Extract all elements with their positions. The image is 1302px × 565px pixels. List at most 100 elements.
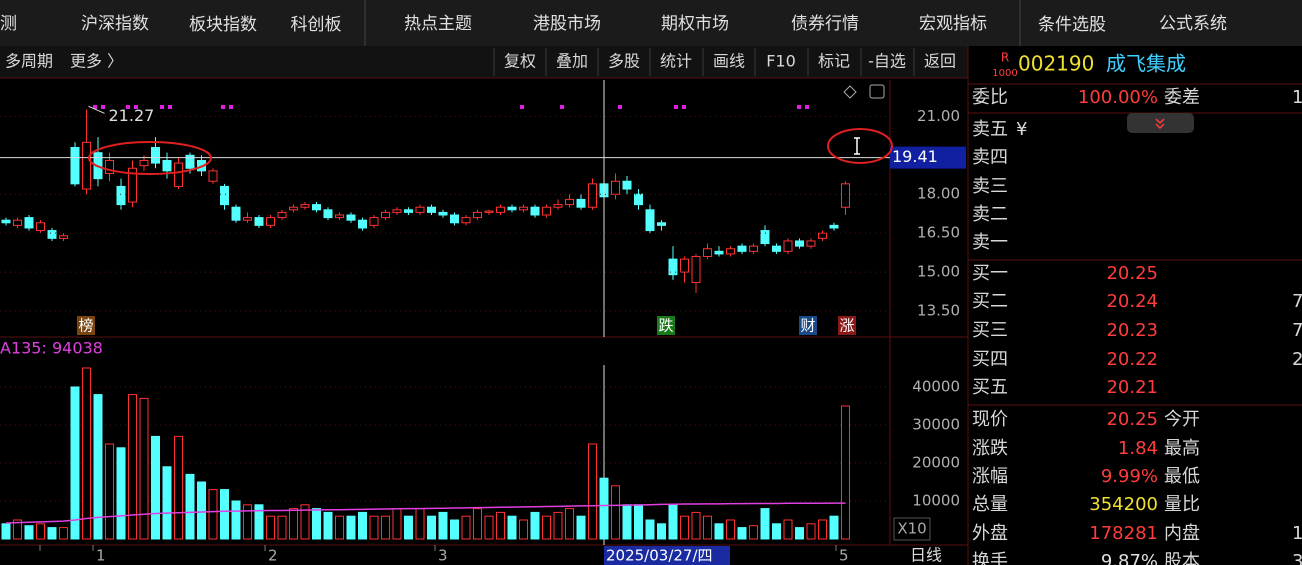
- row-label: 涨跌: [972, 438, 1008, 459]
- more-button[interactable]: 更多 〉: [70, 52, 123, 71]
- menu-item[interactable]: 债券行情: [791, 14, 859, 34]
- row-value: 20.25: [1106, 263, 1158, 284]
- row-value: 20.24: [1106, 291, 1158, 312]
- chart-toolbar: [0, 46, 968, 78]
- menu-item[interactable]: 科创板: [291, 15, 342, 35]
- fall-marker[interactable]: 跌: [658, 317, 673, 335]
- row-label: 最低: [1164, 466, 1200, 487]
- volume-bar: [760, 508, 770, 540]
- toolbar-button[interactable]: 画线: [713, 52, 745, 71]
- volume-bar: [461, 515, 471, 540]
- volume-bar: [220, 489, 229, 540]
- volume-bar: [691, 511, 701, 540]
- candle-body: [795, 240, 804, 247]
- volume-bar: [277, 515, 287, 540]
- toolbar-button[interactable]: 统计: [660, 52, 692, 71]
- text-cursor: [854, 137, 860, 155]
- volume-bar: [381, 515, 390, 540]
- crosshair-price-box: [890, 146, 966, 169]
- menu-item[interactable]: 沪深指数: [81, 14, 149, 34]
- volume-bar: [599, 477, 609, 540]
- volume-bar: [231, 500, 241, 540]
- candle-body: [576, 198, 586, 208]
- candle-body: [841, 183, 850, 208]
- volume-bar: [105, 443, 114, 540]
- volume-bar: [553, 511, 563, 540]
- candle-body: [553, 204, 563, 208]
- volume-bar: [772, 523, 781, 540]
- toolbar-button[interactable]: 叠加: [556, 52, 588, 71]
- y-tick-label: 16.50: [917, 224, 960, 242]
- rise-marker[interactable]: 涨: [839, 317, 854, 335]
- volume-bar: [427, 515, 436, 540]
- finance-marker[interactable]: 财: [800, 317, 815, 335]
- rank-marker[interactable]: 榜: [78, 317, 93, 335]
- panel-icon[interactable]: [869, 84, 885, 99]
- volume-bar: [726, 519, 735, 540]
- marker-box: [657, 316, 675, 335]
- volume-bar: [59, 527, 68, 540]
- candle-body: [484, 210, 494, 213]
- candle-body: [450, 214, 459, 224]
- row-label: 股本: [1164, 551, 1200, 565]
- row-value: 17: [1292, 523, 1302, 544]
- menu-item[interactable]: 港股市场: [533, 14, 601, 34]
- menu-item[interactable]: 条件选股: [1038, 15, 1106, 35]
- diamond-icon[interactable]: [843, 85, 857, 99]
- period-label[interactable]: 日线: [910, 546, 942, 565]
- volume-bar: [13, 519, 22, 540]
- toolbar-button[interactable]: 复权: [504, 52, 536, 71]
- y-tick-label: 40000: [912, 377, 960, 395]
- menu-item[interactable]: 宏观指标: [919, 14, 987, 34]
- volume-bar: [208, 489, 218, 540]
- volume-bar: [519, 519, 528, 540]
- volume-bar: [542, 515, 551, 540]
- toolbar-button[interactable]: 多股: [608, 52, 640, 71]
- toolbar-button[interactable]: 标记: [818, 52, 850, 71]
- row-label: 卖二: [972, 204, 1008, 225]
- menu-item[interactable]: 板块指数: [189, 15, 257, 35]
- period-button[interactable]: 多周期: [5, 52, 53, 71]
- menu-item[interactable]: 测: [0, 14, 17, 34]
- volume-bar: [438, 511, 448, 540]
- volume-bar: [795, 527, 804, 540]
- row-value: 20.22: [1106, 349, 1158, 370]
- toolbar-button[interactable]: F10: [766, 52, 796, 71]
- menu-item[interactable]: 公式系统: [1159, 14, 1227, 34]
- volume-bar: [369, 515, 379, 540]
- row-value: 7: [1292, 291, 1302, 312]
- menu-item[interactable]: 热点主题: [404, 14, 472, 34]
- x-tick-label: 2: [268, 547, 278, 565]
- volume-bar: [450, 519, 459, 540]
- y-tick-label: 20000: [912, 453, 960, 471]
- volume-bar: [841, 405, 850, 540]
- y-tick-label: 18.00: [917, 185, 960, 203]
- candle-body: [461, 217, 471, 224]
- row-value: 20.23: [1106, 320, 1158, 341]
- candle-body: [36, 222, 45, 232]
- candle-body: [726, 248, 735, 255]
- toolbar-button[interactable]: -自选: [868, 52, 906, 71]
- candle-body: [588, 183, 597, 208]
- row-value: 20.21: [1106, 377, 1158, 398]
- menu-bar: [0, 0, 1302, 46]
- candle-body: [818, 232, 827, 239]
- candle-body: [427, 206, 436, 213]
- crosshair-date: 2025/03/27/四: [606, 547, 713, 565]
- volume-bar: [668, 504, 678, 540]
- candle-body: [13, 219, 22, 226]
- row-label: 买五: [972, 377, 1008, 398]
- volume-bar: [24, 525, 34, 540]
- volume-bar: [806, 523, 816, 540]
- candle-body: [496, 206, 505, 213]
- ma-line: [5, 502, 846, 524]
- toolbar-button[interactable]: 返回: [924, 52, 956, 71]
- candle-body: [749, 245, 758, 252]
- candle-body: [714, 250, 724, 255]
- volume-bar: [116, 447, 126, 540]
- menu-item[interactable]: 期权市场: [661, 14, 729, 34]
- volume-bar: [82, 367, 91, 540]
- volume-bar: [588, 443, 597, 540]
- candle-body: [519, 206, 528, 211]
